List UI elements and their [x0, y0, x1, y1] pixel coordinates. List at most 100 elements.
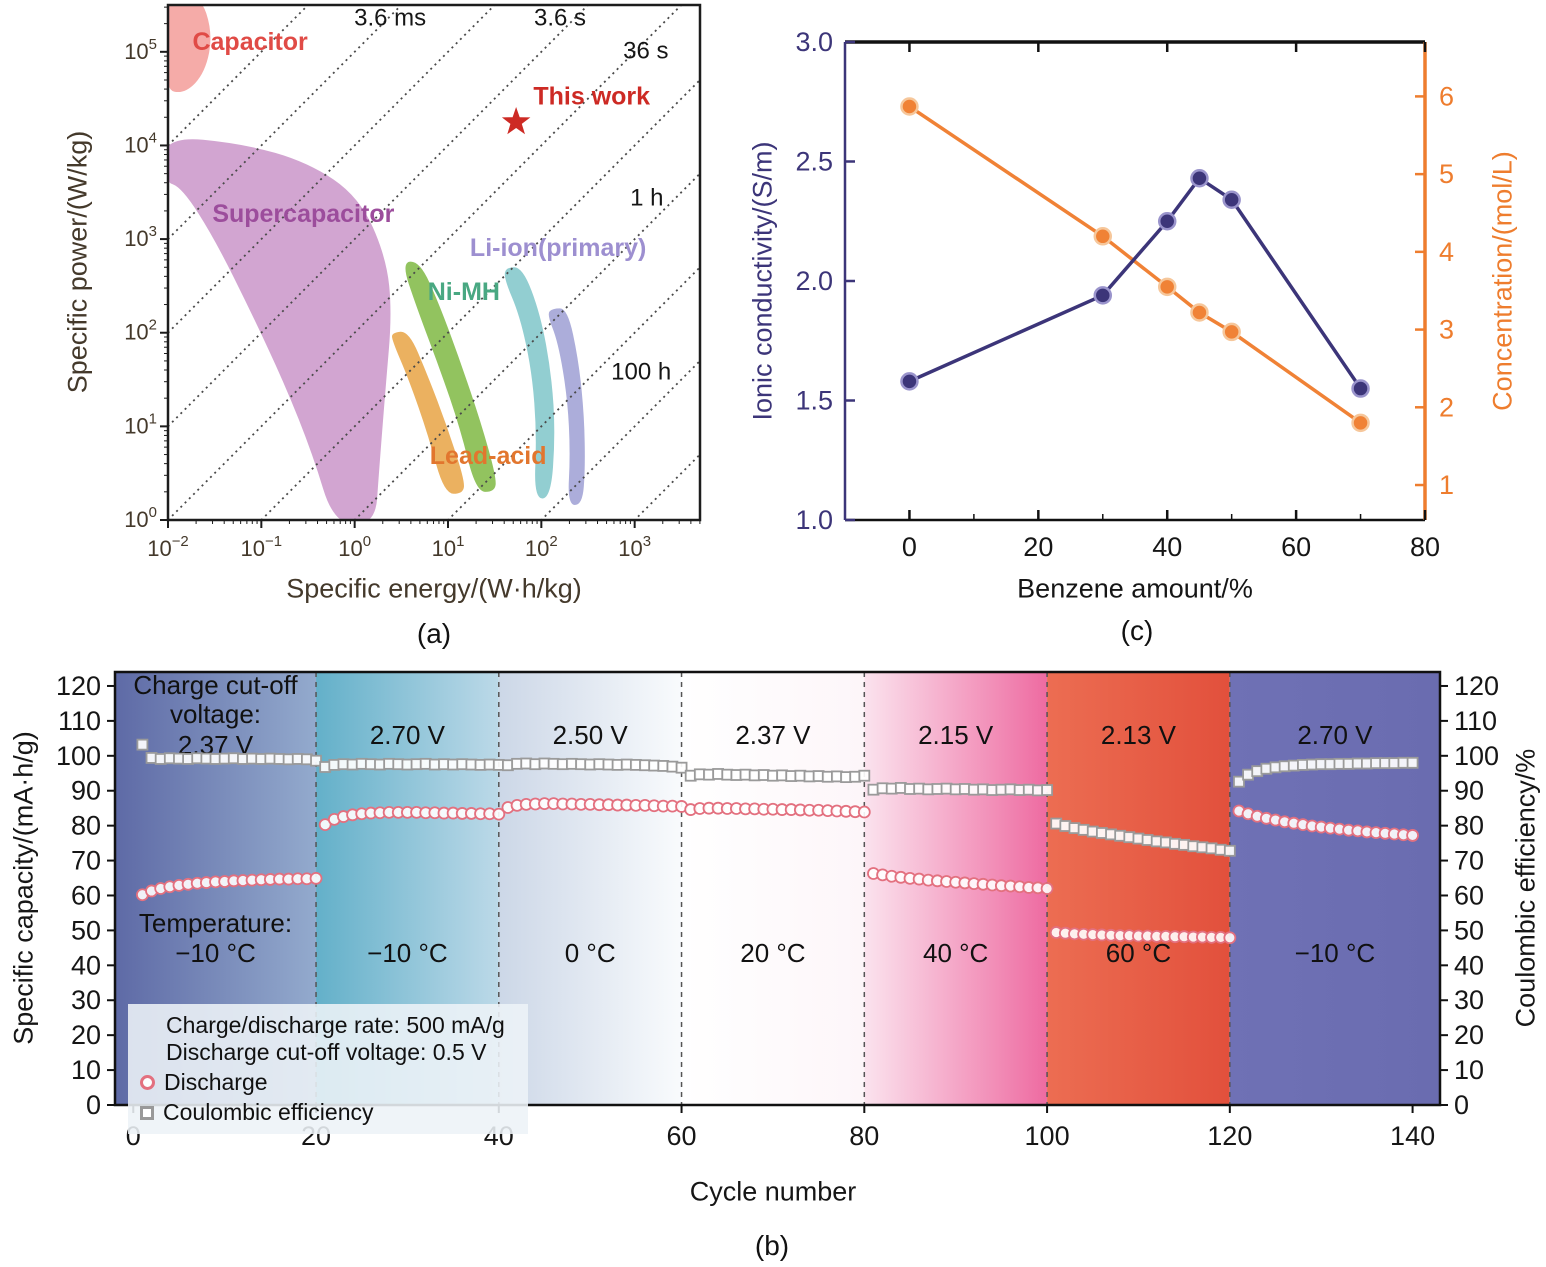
svg-text:40: 40 [1454, 950, 1484, 980]
svg-text:30: 30 [1454, 985, 1484, 1015]
svg-text:Charge cut-off: Charge cut-off [133, 670, 298, 700]
svg-text:105: 105 [124, 36, 157, 64]
legend-box: Charge/discharge rate: 500 mA/g Discharg… [128, 1004, 528, 1134]
panel-c-caption: (c) [1120, 615, 1154, 646]
svg-text:80: 80 [1454, 811, 1484, 841]
svg-text:2.37 V: 2.37 V [735, 720, 811, 750]
svg-text:2.70 V: 2.70 V [370, 720, 446, 750]
svg-text:101: 101 [124, 410, 157, 438]
svg-text:1.0: 1.0 [795, 505, 833, 535]
discharge-marker-icon [140, 1075, 155, 1090]
svg-text:2.13 V: 2.13 V [1101, 720, 1177, 750]
svg-text:Lead-acid: Lead-acid [430, 442, 547, 470]
svg-text:80: 80 [849, 1121, 879, 1151]
svg-text:−10 °C: −10 °C [367, 938, 448, 968]
svg-text:40: 40 [71, 950, 101, 980]
svg-text:60: 60 [1454, 880, 1484, 910]
svg-text:104: 104 [124, 129, 157, 157]
legend-cutoff-line: Discharge cut-off voltage: 0.5 V [166, 1039, 487, 1065]
svg-text:1: 1 [1439, 470, 1454, 500]
svg-text:10−2: 10−2 [147, 533, 189, 561]
svg-text:110: 110 [1454, 706, 1497, 736]
panel-a-caption: (a) [416, 618, 452, 649]
svg-text:3.6 s: 3.6 s [534, 5, 586, 32]
svg-text:2.0: 2.0 [795, 266, 833, 296]
svg-text:20: 20 [1023, 532, 1053, 562]
svg-text:20 °C: 20 °C [740, 938, 805, 968]
svg-text:10−1: 10−1 [241, 533, 283, 561]
svg-text:40: 40 [1152, 532, 1182, 562]
svg-text:120: 120 [1207, 1121, 1252, 1151]
legend-rate-line: Charge/discharge rate: 500 mA/g [166, 1012, 505, 1038]
svg-text:60: 60 [667, 1121, 697, 1151]
svg-text:60: 60 [71, 880, 101, 910]
svg-text:Li-ion(primary): Li-ion(primary) [470, 234, 646, 262]
svg-text:0: 0 [902, 532, 917, 562]
svg-text:70: 70 [71, 846, 101, 876]
panel-b-left-y-axis-title: Specific capacity/(mA·h/g) [8, 731, 39, 1045]
svg-text:36 s: 36 s [623, 37, 668, 64]
svg-text:103: 103 [618, 533, 651, 561]
svg-text:100: 100 [124, 504, 157, 532]
svg-text:60 °C: 60 °C [1106, 938, 1171, 968]
svg-text:2.15 V: 2.15 V [918, 720, 994, 750]
svg-text:5: 5 [1439, 159, 1454, 189]
svg-text:50: 50 [1454, 915, 1484, 945]
svg-text:3.6 ms: 3.6 ms [354, 5, 426, 32]
svg-text:1 h: 1 h [630, 184, 663, 211]
panel-c-left-y-axis-title: Ionic conductivity/(S/m) [747, 141, 778, 421]
legend-efficiency-item: Coulombic efficiency [140, 1099, 516, 1126]
legend-discharge-item: Discharge [140, 1069, 516, 1096]
legend-discharge-label: Discharge [164, 1069, 268, 1095]
svg-text:−10 °C: −10 °C [1295, 938, 1376, 968]
svg-text:30: 30 [71, 985, 101, 1015]
svg-text:50: 50 [71, 915, 101, 945]
svg-text:103: 103 [124, 223, 157, 251]
svg-text:Ni-MH: Ni-MH [428, 278, 500, 306]
svg-text:80: 80 [71, 811, 101, 841]
panel-a-x-axis-title: Specific energy/(W·h/kg) [286, 573, 582, 604]
panel-a-chart: 3.6 ms 3.6 s 36 s 1 h 100 h Supercapacitor Cap… [124, 3, 702, 561]
svg-text:100: 100 [56, 741, 101, 771]
svg-text:−10 °C: −10 °C [175, 938, 256, 968]
svg-text:101: 101 [432, 533, 465, 561]
svg-text:100: 100 [1025, 1121, 1070, 1151]
svg-text:Temperature:: Temperature: [139, 908, 292, 938]
svg-text:Supercapacitor: Supercapacitor [212, 200, 394, 228]
svg-text:This work: This work [533, 82, 650, 110]
svg-text:2.5: 2.5 [795, 147, 833, 177]
svg-text:20: 20 [1454, 1020, 1484, 1050]
svg-text:20: 20 [71, 1020, 101, 1050]
panel-c-x-axis-title: Benzene amount/% [1017, 573, 1253, 604]
svg-text:100 h: 100 h [611, 359, 671, 386]
svg-text:10: 10 [71, 1055, 101, 1085]
panel-c-right-y-axis-title: Concentration/(mol/L) [1487, 151, 1518, 411]
svg-text:1.5: 1.5 [795, 386, 833, 416]
svg-text:2.50 V: 2.50 V [553, 720, 629, 750]
panel-b-x-axis-title: Cycle number [689, 1176, 857, 1207]
svg-text:0: 0 [1454, 1090, 1469, 1120]
svg-text:Capacitor: Capacitor [192, 28, 308, 56]
panel-b-right-y-axis-title: Coulombic efficiency/% [1510, 748, 1541, 1028]
svg-text:110: 110 [58, 706, 101, 736]
svg-text:120: 120 [56, 671, 101, 701]
legend-efficiency-label: Coulombic efficiency [163, 1099, 374, 1125]
svg-text:102: 102 [525, 533, 558, 561]
svg-text:102: 102 [124, 317, 157, 345]
svg-text:2: 2 [1439, 392, 1454, 422]
svg-text:70: 70 [1454, 846, 1484, 876]
svg-text:3.0: 3.0 [795, 27, 833, 57]
svg-text:100: 100 [338, 533, 371, 561]
svg-text:0 °C: 0 °C [565, 938, 616, 968]
svg-text:120: 120 [1454, 671, 1499, 701]
svg-text:10: 10 [1454, 1055, 1484, 1085]
svg-text:voltage:: voltage: [170, 699, 261, 729]
svg-text:100: 100 [1454, 741, 1499, 771]
svg-text:90: 90 [71, 776, 101, 806]
efficiency-marker-icon [140, 1105, 154, 1120]
svg-text:80: 80 [1410, 532, 1440, 562]
panel-a-y-axis-title: Specific power/(W/kg) [62, 130, 93, 394]
